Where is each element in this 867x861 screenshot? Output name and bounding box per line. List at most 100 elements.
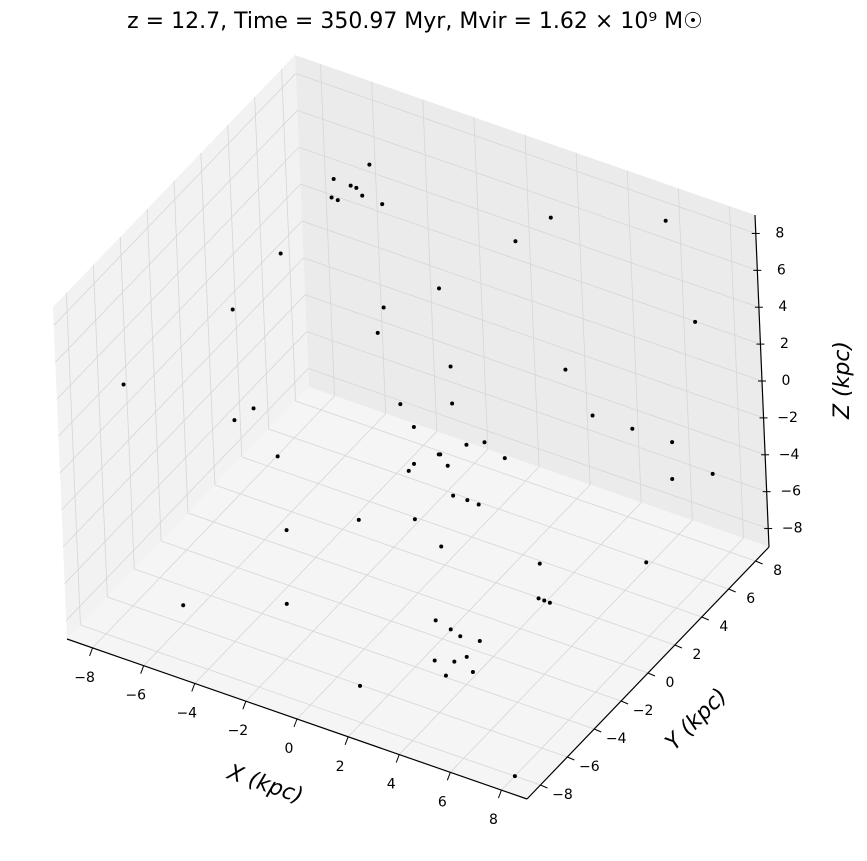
z-tick-label: −8 bbox=[782, 521, 803, 537]
x-tick-label: −8 bbox=[74, 670, 95, 686]
grid-line bbox=[297, 109, 758, 271]
grid-line bbox=[58, 183, 301, 437]
point bbox=[451, 493, 456, 498]
grid-line bbox=[308, 368, 769, 529]
point bbox=[448, 627, 453, 632]
grid-line bbox=[295, 73, 756, 234]
x-tick-label: −4 bbox=[176, 705, 197, 721]
tick-mark bbox=[620, 700, 629, 705]
grid-line bbox=[241, 456, 702, 618]
point bbox=[348, 183, 353, 188]
z-tick-label: −6 bbox=[780, 484, 801, 500]
tick-mark bbox=[728, 588, 736, 593]
point bbox=[464, 442, 469, 447]
point bbox=[331, 177, 336, 181]
point bbox=[482, 440, 487, 445]
y-tick-label: 8 bbox=[773, 563, 782, 579]
tick-mark bbox=[395, 754, 400, 763]
point bbox=[433, 618, 438, 623]
x-tick-label: 8 bbox=[489, 812, 498, 828]
x-tick-label: −2 bbox=[228, 723, 249, 739]
point bbox=[375, 330, 380, 335]
grid-line bbox=[304, 294, 766, 456]
grid-line bbox=[134, 568, 595, 730]
point bbox=[513, 239, 518, 244]
point bbox=[693, 319, 698, 324]
point bbox=[335, 198, 340, 203]
y-tick-label: −6 bbox=[579, 759, 600, 775]
grid-line bbox=[160, 540, 622, 702]
point bbox=[439, 544, 444, 549]
chart-title: z = 12.7, Time = 350.97 Myr, Mvir = 1.62… bbox=[127, 9, 703, 34]
point bbox=[644, 560, 649, 565]
grid-line bbox=[62, 294, 306, 548]
z-tick-label: −2 bbox=[777, 410, 798, 426]
grid-line bbox=[80, 624, 541, 786]
point bbox=[630, 426, 635, 431]
grid-line bbox=[295, 400, 756, 562]
point bbox=[181, 603, 186, 608]
y-axis-line bbox=[526, 546, 770, 800]
point bbox=[663, 218, 668, 223]
tick-mark bbox=[674, 644, 683, 649]
point bbox=[232, 418, 237, 423]
point bbox=[275, 454, 280, 459]
point bbox=[563, 367, 568, 372]
point bbox=[464, 654, 469, 659]
x-tick-label: −6 bbox=[125, 688, 146, 704]
tick-mark bbox=[594, 728, 602, 733]
point bbox=[450, 401, 455, 406]
grid-line bbox=[107, 596, 568, 758]
tick-mark bbox=[567, 756, 575, 761]
point bbox=[412, 461, 416, 466]
x-axis-line bbox=[66, 638, 528, 800]
grid-line bbox=[53, 73, 297, 326]
point bbox=[476, 502, 481, 507]
point bbox=[411, 425, 416, 429]
z-tick-label: 6 bbox=[777, 262, 786, 278]
tick-mark bbox=[242, 701, 247, 710]
y-axis-title: Y (kpc) bbox=[661, 684, 733, 756]
z-axis-title: Z (kpc) bbox=[830, 341, 855, 420]
point bbox=[477, 639, 482, 644]
grid-line bbox=[306, 331, 767, 493]
point bbox=[251, 406, 256, 411]
grid-line bbox=[301, 220, 763, 382]
tick-mark bbox=[497, 789, 502, 799]
point bbox=[465, 498, 470, 503]
grid-line bbox=[214, 484, 676, 646]
point bbox=[452, 659, 457, 664]
point bbox=[448, 364, 453, 369]
point bbox=[354, 185, 359, 190]
x-tick-label: 6 bbox=[438, 794, 447, 810]
point bbox=[542, 598, 547, 603]
grid-line bbox=[300, 183, 761, 345]
y-tick-label: −8 bbox=[552, 787, 573, 803]
y-tick-label: 2 bbox=[692, 647, 701, 663]
point bbox=[398, 402, 403, 407]
grid-line bbox=[55, 110, 298, 363]
tick-mark bbox=[293, 718, 298, 728]
tick-mark bbox=[701, 616, 709, 621]
y-tick-label: 6 bbox=[746, 591, 755, 607]
point bbox=[121, 382, 126, 387]
tick-mark bbox=[140, 665, 145, 674]
point bbox=[380, 202, 385, 207]
point bbox=[502, 456, 507, 461]
z-tick-label: −4 bbox=[779, 447, 800, 463]
z-tick-label: 4 bbox=[778, 299, 787, 315]
point bbox=[458, 634, 463, 639]
point bbox=[284, 528, 289, 533]
point bbox=[432, 658, 437, 663]
point bbox=[230, 307, 235, 312]
grid-line bbox=[303, 257, 764, 419]
point bbox=[512, 774, 517, 779]
point bbox=[367, 162, 372, 167]
point bbox=[412, 517, 417, 522]
point bbox=[547, 600, 552, 605]
grid-line bbox=[56, 146, 300, 400]
point bbox=[356, 517, 361, 522]
point bbox=[443, 673, 448, 678]
point bbox=[329, 195, 334, 200]
